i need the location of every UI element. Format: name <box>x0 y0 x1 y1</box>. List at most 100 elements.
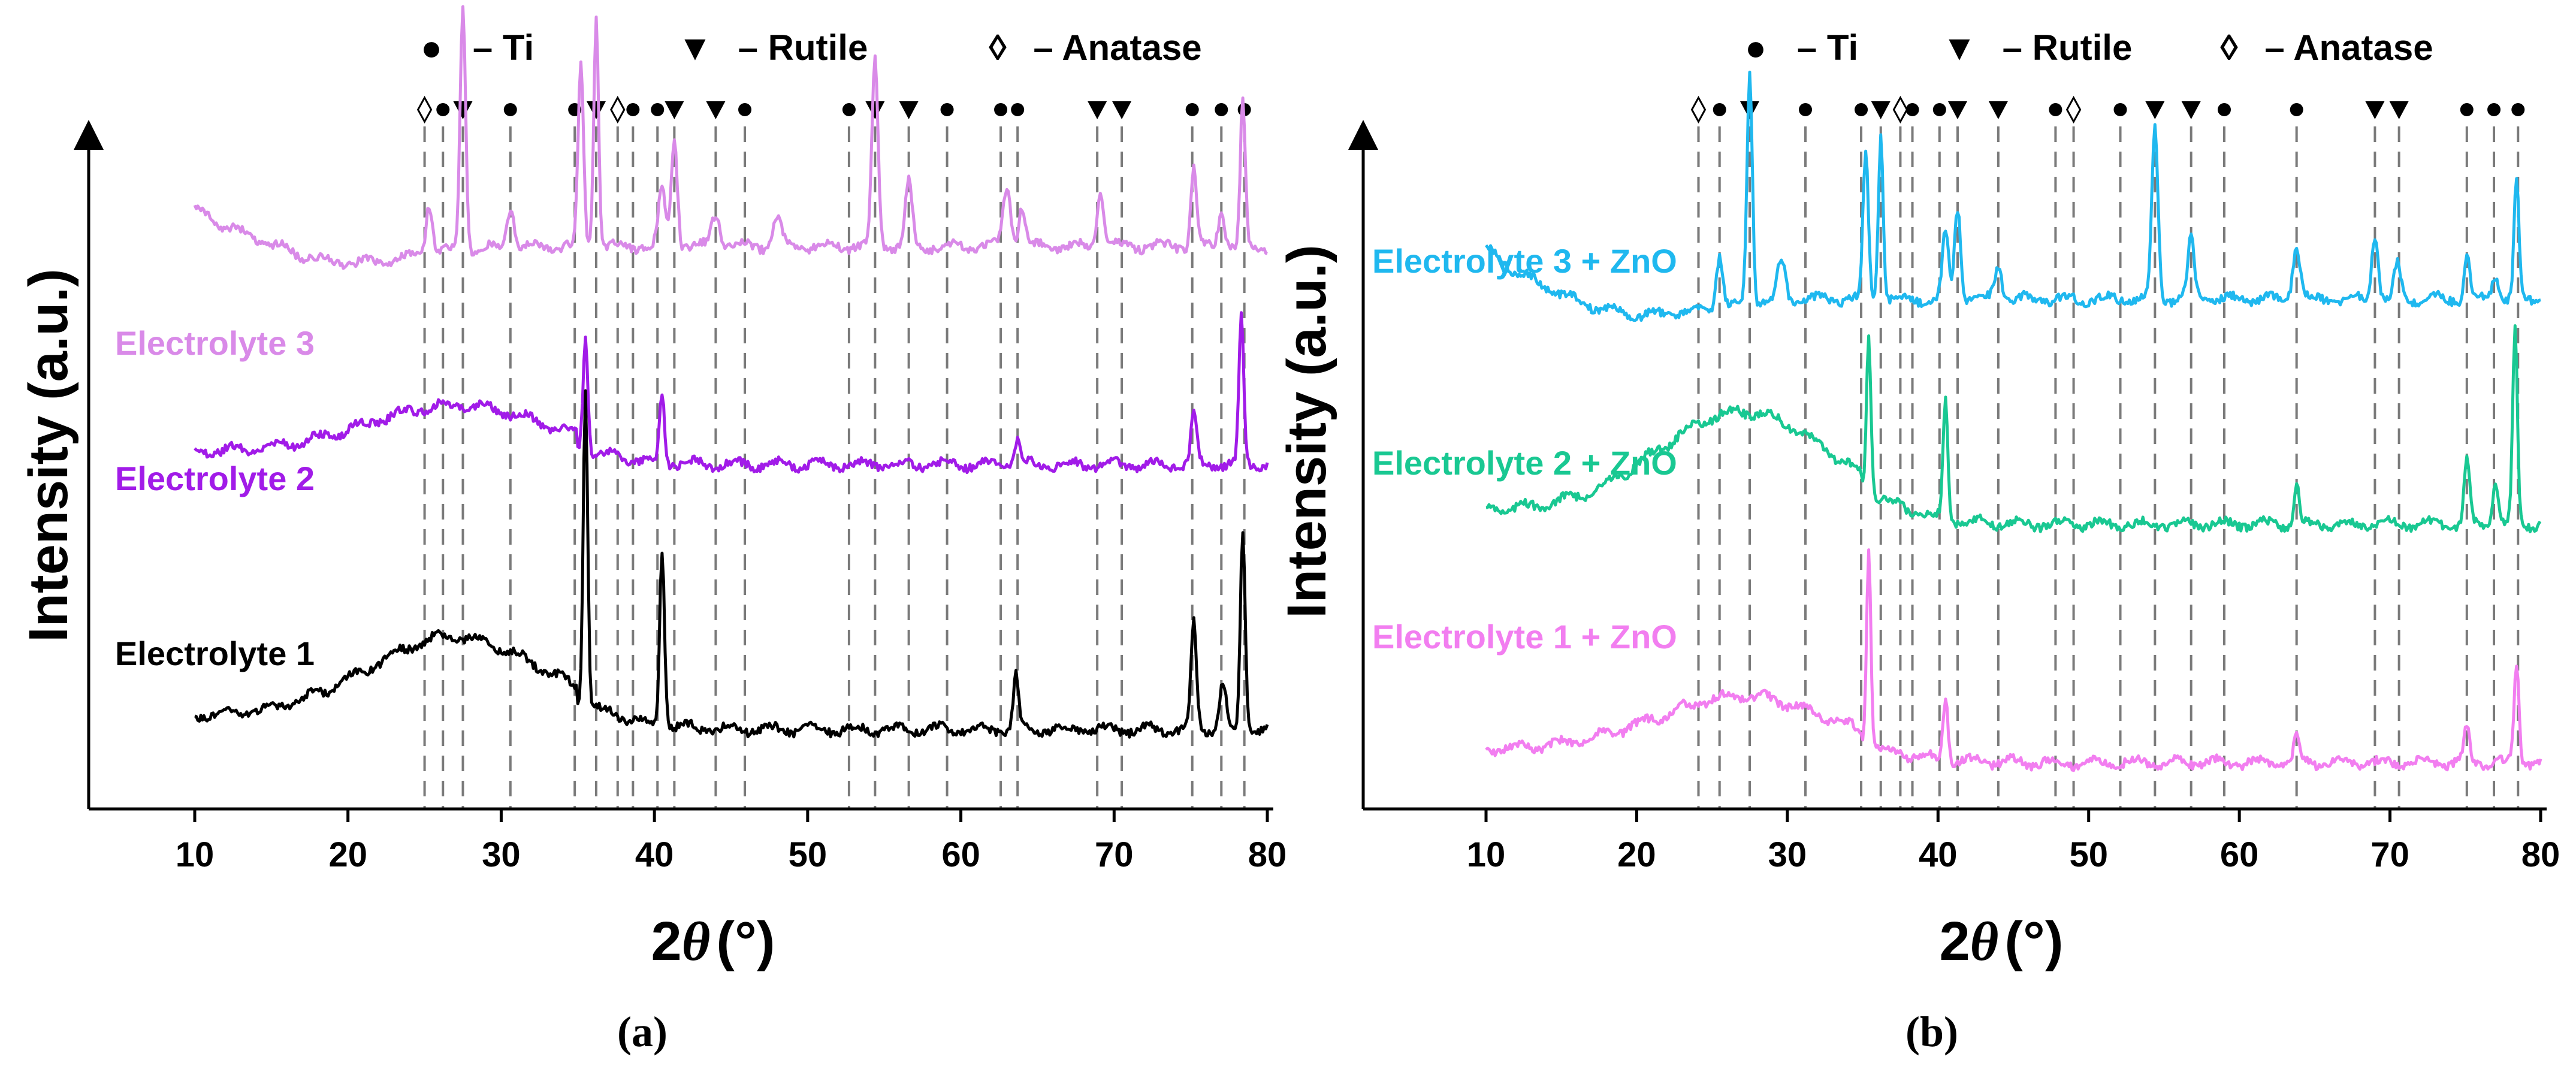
rutile-marker <box>865 101 885 119</box>
legend-a: ● – Ti ▼ – Rutile ◊ – Anatase <box>421 28 1202 68</box>
rutile-marker <box>453 101 473 119</box>
rutile-marker <box>1988 101 2008 119</box>
axes-b: 10 20 30 40 50 60 70 80 <box>1348 120 2560 874</box>
x-tick-label: 70 <box>2370 835 2409 874</box>
series-line-electrolyte-1-zno <box>1485 548 2542 772</box>
ti-marker <box>2290 103 2303 116</box>
anatase-marker <box>610 95 626 124</box>
series-line-electrolyte-2 <box>194 311 1269 475</box>
x-tick-label: 30 <box>482 835 521 874</box>
rutile-marker <box>586 101 606 119</box>
ti-marker <box>626 103 640 116</box>
x-tick-label: 70 <box>1095 835 1134 874</box>
ti-marker <box>1215 103 1228 116</box>
ti-marker <box>1855 103 1868 116</box>
series-line-electrolyte-3 <box>193 5 1268 270</box>
legend-ti-text: – Ti <box>473 28 534 68</box>
rutile-marker <box>665 101 684 119</box>
x-tick-label: 80 <box>1248 835 1287 874</box>
axes-a: 10 20 30 40 50 60 70 80 <box>74 120 1287 874</box>
x-tick-label: 20 <box>1617 835 1656 874</box>
panel-label-b: (b) <box>1905 1008 1958 1056</box>
ti-marker <box>2487 103 2501 116</box>
legend-rutile-text: – Rutile <box>738 28 868 68</box>
ti-marker <box>2049 103 2062 116</box>
ti-marker <box>738 103 752 116</box>
panel-a: ● – Ti ▼ – Rutile ◊ – Anatase 10 20 30 40 50… <box>18 5 1287 1056</box>
anatase-marker <box>1690 95 1707 124</box>
ti-marker <box>842 103 856 116</box>
series-label-electrolyte-2-zno: Electrolyte 2 + ZnO <box>1372 444 1677 482</box>
legend-b: ● – Ti ▼ – Rutile ◊ – Anatase <box>1745 28 2433 68</box>
ti-marker <box>2460 103 2474 116</box>
ti-marker <box>1011 103 1025 116</box>
anatase-marker <box>416 95 433 124</box>
panel-b: ● – Ti ▼ – Rutile ◊ – Anatase 10 20 30 40 50… <box>1276 28 2560 1056</box>
series-group-b <box>1485 70 2542 772</box>
rutile-marker <box>2181 101 2201 119</box>
series-label-electrolyte-3-zno: Electrolyte 3 + ZnO <box>1372 242 1677 280</box>
legend-rutile-symbol: ▼ <box>677 28 712 68</box>
series-group-a <box>193 5 1269 739</box>
panel-label-a: (a) <box>617 1008 668 1056</box>
ti-marker <box>1905 103 1919 116</box>
series-label-electrolyte-2: Electrolyte 2 <box>115 460 315 497</box>
legend-ti-symbol: ● <box>1745 28 1766 68</box>
ti-marker <box>940 103 954 116</box>
x-tick-label: 80 <box>2521 835 2560 874</box>
legend-rutile-symbol: ▼ <box>1941 28 1977 68</box>
rutile-marker <box>1112 101 1132 119</box>
y-axis-title-b: Intensity (a.u.) <box>1276 244 1337 618</box>
legend-ti-text: – Ti <box>1797 28 1858 68</box>
x-tick-label: 10 <box>176 835 215 874</box>
series-line-electrolyte-1 <box>194 389 1269 739</box>
legend-anatase-symbol: ◊ <box>989 28 1007 68</box>
x-tick-label: 40 <box>1919 835 1958 874</box>
rutile-marker <box>2145 101 2165 119</box>
ti-marker <box>651 103 665 116</box>
x-axis-title-a: 2θ (°) <box>651 911 775 972</box>
x-tick-label: 50 <box>789 835 828 874</box>
y-axis-title-a: Intensity (a.u.) <box>18 268 79 642</box>
ti-marker <box>503 103 517 116</box>
ti-marker <box>1185 103 1199 116</box>
legend-anatase-symbol: ◊ <box>2220 28 2238 68</box>
legend-anatase-text: – Anatase <box>2264 28 2433 68</box>
ti-marker <box>1932 103 1946 116</box>
legend-anatase-text: – Anatase <box>1033 28 1201 68</box>
anatase-marker <box>2065 95 2082 124</box>
series-line-electrolyte-2-zno <box>1485 324 2542 533</box>
x-tick-label: 40 <box>635 835 674 874</box>
x-tick-label: 20 <box>328 835 367 874</box>
x-tick-label: 50 <box>2069 835 2108 874</box>
ti-marker <box>2511 103 2525 116</box>
rutile-marker <box>1740 101 1759 119</box>
x-tick-label: 10 <box>1467 835 1506 874</box>
rutile-marker <box>1947 101 1967 119</box>
phase-markers-a <box>416 95 1251 809</box>
x-tick-label: 30 <box>1768 835 1807 874</box>
ti-marker <box>436 103 450 116</box>
rutile-marker <box>899 101 919 119</box>
ti-marker <box>2113 103 2127 116</box>
series-line-electrolyte-3-zno <box>1485 70 2541 322</box>
rutile-marker <box>2389 101 2409 119</box>
series-label-electrolyte-1: Electrolyte 1 <box>115 635 315 672</box>
legend-rutile-text: – Rutile <box>2003 28 2133 68</box>
rutile-marker <box>706 101 726 119</box>
rutile-marker <box>1871 101 1891 119</box>
phase-markers-b <box>1690 95 2525 809</box>
rutile-marker <box>2365 101 2385 119</box>
ti-marker <box>1799 103 1813 116</box>
ti-marker <box>1713 103 1726 116</box>
ti-marker <box>2218 103 2231 116</box>
series-label-electrolyte-3: Electrolyte 3 <box>115 324 315 362</box>
x-tick-label: 60 <box>2220 835 2259 874</box>
x-axis-title-b: 2θ (°) <box>1939 911 2063 972</box>
legend-ti-symbol: ● <box>421 28 442 68</box>
series-label-electrolyte-1-zno: Electrolyte 1 + ZnO <box>1372 618 1677 656</box>
rutile-marker <box>1088 101 1107 119</box>
x-tick-label: 60 <box>941 835 980 874</box>
ti-marker <box>994 103 1008 116</box>
